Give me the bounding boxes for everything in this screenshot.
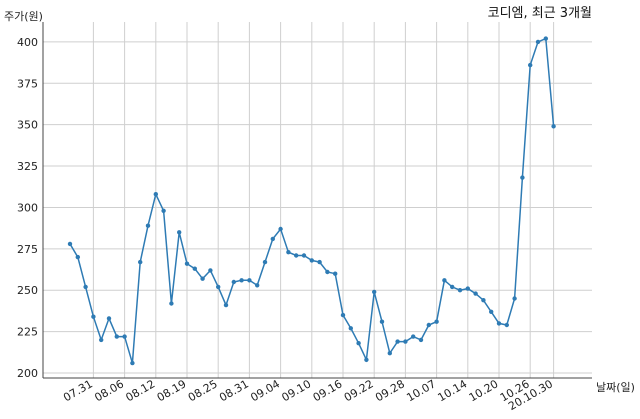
data-point <box>317 259 322 265</box>
data-point <box>496 321 502 326</box>
y-tick-label: 350 <box>17 119 38 132</box>
data-point <box>450 284 455 290</box>
data-point <box>403 339 408 344</box>
x-tick-label: 10.20 <box>467 377 501 404</box>
x-tick-label: 07.31 <box>61 377 95 404</box>
x-tick-label: 08.25 <box>186 377 220 404</box>
data-point <box>177 230 182 235</box>
data-point <box>161 208 166 213</box>
y-tick-label: 325 <box>17 160 38 173</box>
data-point <box>356 341 361 346</box>
data-point <box>114 334 120 339</box>
x-axis-title: 날짜(일) <box>596 380 635 394</box>
data-point <box>348 326 353 331</box>
axes <box>42 22 592 379</box>
data-point <box>67 241 73 247</box>
x-tick-label: 08.06 <box>92 377 126 404</box>
data-point <box>301 253 307 258</box>
y-tick-label: 225 <box>17 326 38 339</box>
data-point <box>543 36 548 41</box>
data-point <box>364 357 369 362</box>
data-point <box>223 302 229 308</box>
data-point <box>169 301 174 306</box>
data-point <box>294 253 299 258</box>
y-tick-label: 250 <box>17 284 38 297</box>
data-point <box>122 334 127 339</box>
data-point <box>465 286 470 291</box>
x-tick-label: 10.07 <box>404 377 438 404</box>
y-tick-label: 400 <box>17 36 38 49</box>
y-tick-label: 275 <box>17 243 38 256</box>
x-tick-label: 09.16 <box>311 377 345 404</box>
chart-title: 코디엠, 최근 3개월 <box>488 6 592 21</box>
data-point <box>379 319 385 324</box>
data-point <box>442 278 447 283</box>
y-tick-label: 375 <box>17 77 38 90</box>
x-tick-label: 09.10 <box>280 377 314 404</box>
data-point <box>270 236 275 242</box>
y-tick-label: 200 <box>17 367 38 380</box>
data-point <box>200 276 205 281</box>
data-point <box>481 298 486 303</box>
data-point <box>434 319 439 324</box>
data-point <box>138 259 143 265</box>
data-point <box>106 316 112 321</box>
data-point <box>512 296 517 301</box>
data-point <box>75 254 81 260</box>
x-tick-label: 09.28 <box>373 377 407 404</box>
data-point <box>286 250 291 255</box>
data-point <box>411 334 416 339</box>
data-point <box>333 271 338 276</box>
data-point <box>504 322 509 328</box>
price-series <box>67 36 556 366</box>
data-point <box>239 278 244 283</box>
data-point <box>325 269 330 275</box>
x-tick-label: 10.14 <box>436 377 470 404</box>
data-point <box>418 337 424 343</box>
data-point <box>489 309 494 314</box>
x-tick-label: 08.31 <box>217 377 251 404</box>
data-point <box>91 314 96 319</box>
data-point <box>528 62 533 68</box>
data-point <box>130 360 135 366</box>
data-point <box>395 339 400 344</box>
x-tick-label: 09.04 <box>248 377 282 404</box>
data-point <box>520 175 525 180</box>
y-tick-labels: 200 225 250 275 300 325 350 375 400 <box>17 36 38 380</box>
data-point <box>262 259 268 265</box>
y-axis-title: 주가(원) <box>4 10 43 23</box>
data-point <box>340 312 346 318</box>
data-point <box>473 291 478 296</box>
data-point <box>426 322 431 328</box>
data-point <box>83 284 88 290</box>
data-point <box>184 261 190 266</box>
data-point <box>216 284 221 290</box>
data-point <box>99 337 104 343</box>
data-point <box>309 258 314 263</box>
data-point <box>372 289 377 295</box>
data-point <box>551 124 556 129</box>
data-point <box>387 351 392 356</box>
x-tick-labels: 07.3108.0608.1208.1908.2508.3109.0409.10… <box>61 377 555 413</box>
data-point <box>457 288 463 293</box>
data-point <box>145 223 151 228</box>
data-point <box>231 279 236 285</box>
x-tick-label: 08.19 <box>155 377 189 404</box>
data-point <box>535 39 541 45</box>
data-point <box>192 266 197 271</box>
y-tick-label: 300 <box>17 201 38 214</box>
grid <box>43 22 592 378</box>
data-point <box>247 278 252 283</box>
x-tick-label: 08.12 <box>124 377 158 404</box>
data-point <box>208 268 213 273</box>
data-point <box>278 226 283 232</box>
data-point <box>153 192 158 197</box>
data-point <box>255 283 260 288</box>
x-tick-label: 09.22 <box>342 377 376 404</box>
